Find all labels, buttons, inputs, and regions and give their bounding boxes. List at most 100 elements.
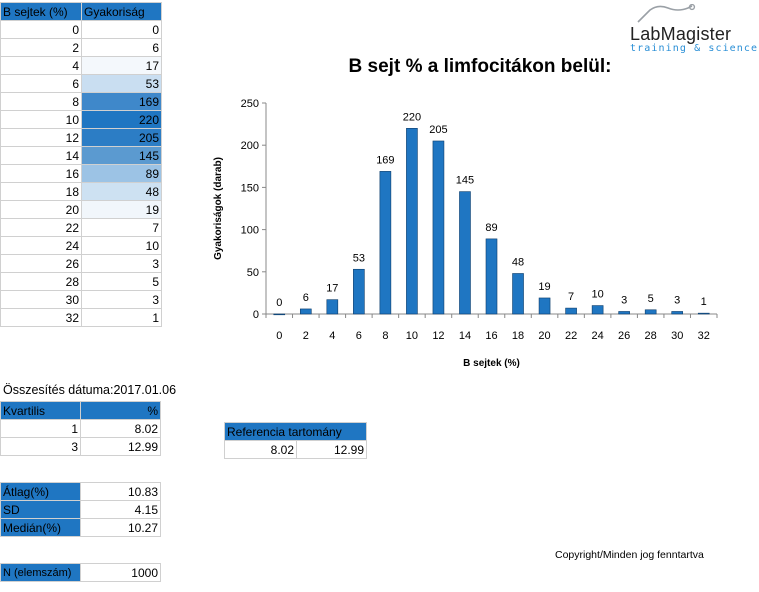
frequency-table-header: B sejtek (%) Gyakoriság [0, 2, 162, 21]
reference-header-row: Referencia tartomány [224, 422, 367, 441]
table-row: N (elemszám) 1000 [0, 563, 161, 582]
header-kvartilis: Kvartilis [0, 401, 81, 420]
bar [512, 273, 524, 315]
gyakorisag-value: 3 [81, 290, 162, 309]
reference-high: 12.99 [296, 440, 367, 459]
median-value: 10.27 [80, 518, 161, 537]
sd-label: SD [0, 500, 81, 519]
x-tick-label: 2 [303, 330, 309, 342]
gyakorisag-value: 220 [81, 110, 162, 129]
data-label: 3 [621, 294, 627, 306]
bar [379, 171, 392, 315]
bar [406, 128, 418, 315]
quartile-value: 8.02 [80, 419, 161, 438]
data-label: 145 [456, 175, 474, 187]
table-row: 28 5 [0, 272, 162, 291]
reference-range-table: Referencia tartomány 8.02 12.99 [224, 422, 367, 459]
table-row: Átlag(%) 10.83 [0, 482, 161, 501]
gyakorisag-value: 89 [81, 164, 162, 183]
gyakorisag-value: 0 [81, 20, 162, 39]
x-tick-label: 22 [565, 330, 577, 342]
bar [538, 297, 551, 315]
quartile-value: 12.99 [80, 437, 161, 456]
data-label: 5 [648, 293, 654, 305]
data-label: 53 [353, 252, 365, 264]
data-label: 220 [403, 111, 421, 123]
y-tick-label: 50 [247, 267, 259, 279]
stats-table: Átlag(%) 10.83 SD 4.15 Medián(%) 10.27 [0, 482, 161, 537]
reference-range-header: Referencia tartomány [224, 422, 367, 441]
header-b-sejtek: B sejtek (%) [0, 2, 82, 21]
x-tick-label: 0 [276, 330, 282, 342]
table-row: 20 19 [0, 200, 162, 219]
reference-low: 8.02 [224, 440, 297, 459]
bar [671, 311, 684, 315]
n-label: N (elemszám) [0, 563, 81, 582]
gyakorisag-value: 17 [81, 56, 162, 75]
table-row: 10 220 [0, 110, 162, 129]
table-row: 3 12.99 [0, 437, 161, 456]
data-label: 6 [303, 292, 309, 304]
x-tick-label: 12 [432, 330, 444, 342]
header-gyakorisag: Gyakoriság [81, 2, 162, 21]
x-tick-label: 8 [382, 330, 388, 342]
gyakorisag-value: 1 [81, 308, 162, 327]
table-row: 8.02 12.99 [224, 440, 367, 459]
x-tick-label: 10 [406, 330, 418, 342]
gyakorisag-value: 5 [81, 272, 162, 291]
logo-flask-icon [637, 4, 696, 23]
table-row: 30 3 [0, 290, 162, 309]
frequency-table: B sejtek (%) Gyakoriság 0 0 2 6 4 17 6 53 8 169 10… [0, 2, 162, 327]
copyright-notice: Copyright/Minden jog fenntartva [555, 549, 704, 561]
data-label: 89 [485, 222, 497, 234]
gyakorisag-value: 205 [81, 128, 162, 147]
table-row: 16 89 [0, 164, 162, 183]
x-tick-label: 14 [459, 330, 471, 342]
x-tick-label: 4 [329, 330, 335, 342]
b-sejtek-value: 28 [0, 272, 82, 291]
data-label: 10 [591, 289, 603, 301]
table-row: 32 1 [0, 308, 162, 327]
x-tick-label: 18 [512, 330, 524, 342]
y-tick-label: 100 [241, 225, 259, 237]
bar [618, 311, 630, 315]
gyakorisag-value: 10 [81, 236, 162, 255]
table-row: 26 3 [0, 254, 162, 273]
logo-tagline: training & science [630, 43, 759, 54]
mean-label: Átlag(%) [0, 482, 81, 501]
bar [459, 191, 471, 315]
header-percent: % [80, 401, 161, 420]
data-label: 0 [276, 297, 282, 309]
x-tick-label: 30 [671, 330, 683, 342]
bar [353, 268, 365, 315]
gyakorisag-value: 169 [81, 92, 162, 111]
bar [485, 238, 498, 315]
n-table: N (elemszám) 1000 [0, 563, 161, 582]
y-tick-label: 250 [241, 98, 259, 110]
median-label: Medián(%) [0, 518, 81, 537]
y-tick-label: 0 [253, 309, 259, 321]
summary-date: Összesítés dátuma:2017.01.06 [3, 383, 177, 397]
x-tick-label: 24 [591, 330, 603, 342]
data-label: 205 [429, 124, 447, 136]
y-tick-label: 150 [241, 182, 259, 194]
y-tick-label: 200 [241, 140, 259, 152]
x-axis-label: B sejtek (%) [463, 358, 520, 369]
chart-title: B sejt % a limfocitákon belül: [348, 56, 612, 77]
x-tick-label: 26 [618, 330, 630, 342]
data-label: 3 [674, 294, 680, 306]
bar [565, 307, 577, 315]
bar [273, 313, 286, 316]
logo-brand: LabMagister [630, 24, 732, 44]
x-tick-label: 32 [698, 330, 710, 342]
n-value: 1000 [80, 563, 161, 582]
bar [591, 305, 604, 315]
gyakorisag-value: 19 [81, 200, 162, 219]
data-label: 169 [376, 154, 394, 166]
bar [432, 140, 445, 315]
data-label: 1 [701, 296, 707, 308]
b-sejtek-value: 32 [0, 308, 82, 327]
x-tick-label: 20 [538, 330, 550, 342]
bar [326, 299, 339, 315]
